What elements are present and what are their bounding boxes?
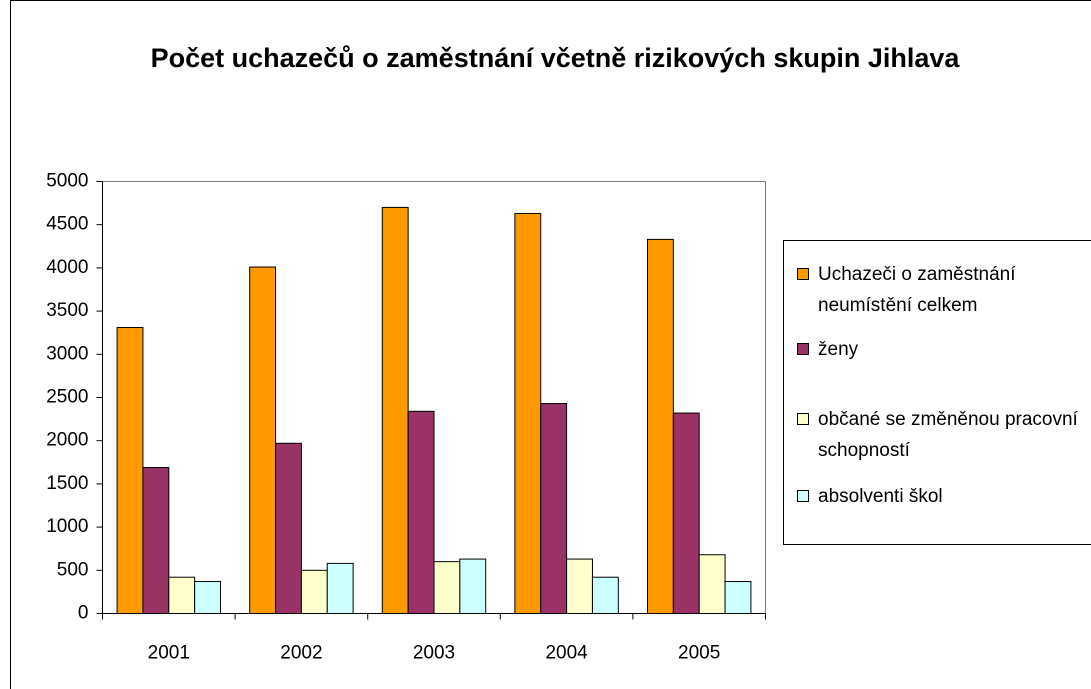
x-tick-label: 2005 <box>678 643 720 664</box>
x-tick-label: 2004 <box>545 643 588 664</box>
bar <box>646 238 674 614</box>
y-tick-label: 3500 <box>46 300 88 321</box>
bar <box>672 412 700 614</box>
bar <box>326 562 354 614</box>
legend: Uchazeči o zaměstnání neumístění celkem ž… <box>783 240 1091 545</box>
y-tick-label: 1000 <box>46 516 88 537</box>
bar <box>407 410 435 614</box>
y-tick-label: 0 <box>78 603 89 624</box>
bar <box>459 558 487 614</box>
legend-entry: občané se změněnou pracovní schopností <box>797 404 1091 466</box>
x-tick-label: 2003 <box>413 643 455 664</box>
y-tick-label: 3000 <box>46 343 88 364</box>
bar <box>275 442 302 614</box>
bar <box>116 327 144 614</box>
bar <box>514 212 542 615</box>
legend-label: občané se změněnou pracovní schopností <box>818 409 1078 461</box>
legend-label: absolventi škol <box>818 486 943 507</box>
bar <box>724 581 752 614</box>
bar <box>168 576 196 614</box>
y-tick-label: 500 <box>57 559 89 580</box>
chart-title: Počet uchazečů o zaměstnání včetně rizik… <box>150 43 960 73</box>
x-tick-label: 2002 <box>280 643 322 664</box>
legend-label: Uchazeči o zaměstnání neumístění celkem <box>818 264 1016 316</box>
y-tick-label: 4500 <box>46 214 88 235</box>
y-tick-label: 4000 <box>46 257 88 278</box>
y-tick-label: 1500 <box>46 473 88 494</box>
legend-label: ženy <box>818 339 859 360</box>
legend-entry: Uchazeči o zaměstnání neumístění celkem <box>797 259 1091 321</box>
legend-swatch <box>797 343 809 355</box>
bar <box>142 466 170 615</box>
bar <box>591 576 619 614</box>
bar <box>249 266 277 614</box>
y-tick-label: 2000 <box>46 430 88 451</box>
bar <box>566 558 593 614</box>
bar <box>698 554 726 614</box>
legend-swatch <box>797 268 809 280</box>
x-tick-label: 2001 <box>148 643 190 664</box>
legend-swatch <box>797 490 809 502</box>
bar <box>540 403 568 614</box>
legend-swatch <box>797 413 809 425</box>
bar <box>381 206 409 614</box>
y-tick-label: 2500 <box>46 387 88 408</box>
chart-border <box>10 0 1091 689</box>
bar <box>433 561 461 614</box>
y-tick-label: 5000 <box>46 171 88 192</box>
legend-entry: ženy <box>797 334 1091 365</box>
bar <box>300 569 328 614</box>
legend-entry: absolventi škol <box>797 481 1091 512</box>
bar <box>194 581 222 614</box>
